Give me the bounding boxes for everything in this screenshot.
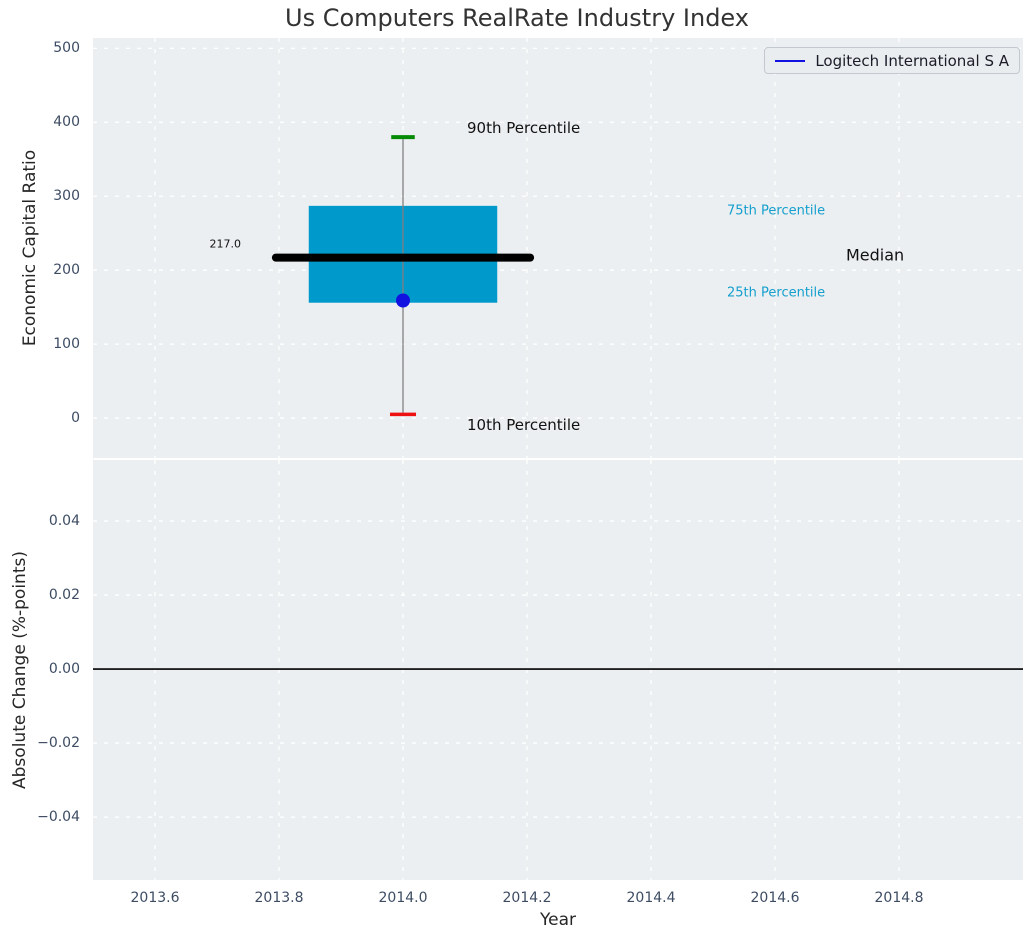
top-ytick-label: 400	[53, 114, 80, 131]
top-ytick-label: 100	[53, 336, 80, 353]
top-ytick-label: 300	[53, 188, 80, 205]
p75-annotation: 75th Percentile	[727, 203, 826, 219]
x-axis-label: Year	[540, 910, 576, 930]
legend: Logitech International S A	[764, 47, 1020, 74]
bottom-ytick-label: 0.02	[48, 587, 80, 604]
xtick-label: 2014.4	[626, 890, 676, 906]
xtick-label: 2014.6	[750, 890, 800, 906]
top-y-axis-label: Economic Capital Ratio	[20, 149, 40, 347]
bottom-ytick-label: −0.04	[37, 809, 80, 826]
p90-annotation: 90th Percentile	[467, 119, 581, 138]
xtick-label: 2014.0	[378, 890, 428, 906]
chart-title: Us Computers RealRate Industry Index	[285, 4, 749, 32]
xtick-label: 2013.6	[130, 890, 180, 906]
median-value-label: 217.0	[209, 237, 242, 251]
bottom-y-axis-label: Absolute Change (%-points)	[10, 551, 30, 789]
bottom-plot-area	[93, 460, 1023, 880]
top-ytick-label: 500	[53, 40, 80, 57]
bottom-ytick-label: 0.00	[48, 661, 80, 678]
xtick-label: 2013.8	[254, 890, 304, 906]
top-ytick-label: 0	[71, 410, 80, 427]
bottom-ytick-label: −0.02	[37, 735, 80, 752]
xtick-label: 2014.2	[502, 890, 552, 906]
p10-annotation: 10th Percentile	[467, 416, 581, 435]
xtick-label: 2014.8	[874, 890, 924, 906]
legend-entry-label: Logitech International S A	[815, 51, 1009, 70]
top-plot-area	[93, 38, 1023, 458]
company-marker	[396, 293, 410, 308]
bottom-ytick-label: 0.04	[48, 513, 80, 530]
median-annotation: Median	[846, 245, 905, 265]
legend-line-sample	[775, 59, 806, 62]
p25-annotation: 25th Percentile	[727, 285, 826, 301]
top-ytick-label: 200	[53, 262, 80, 279]
